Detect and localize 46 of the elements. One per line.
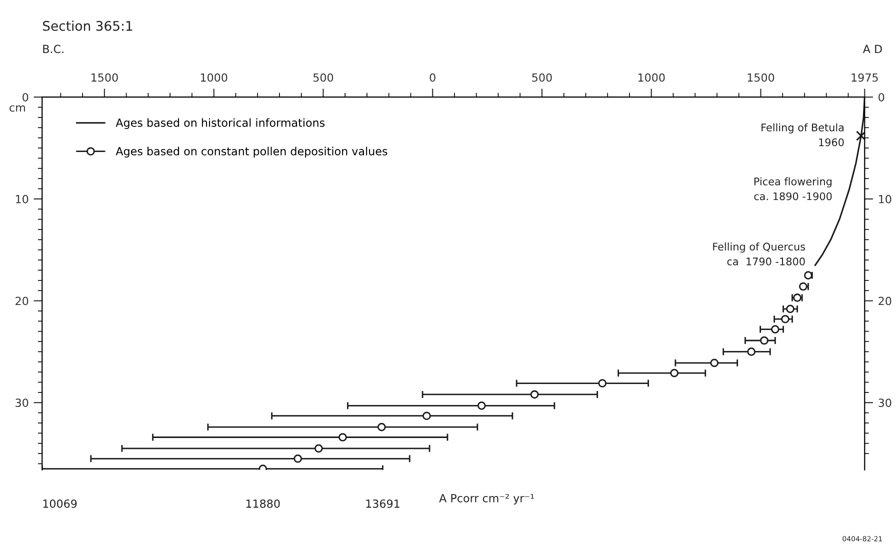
point xyxy=(747,348,756,356)
point xyxy=(338,433,347,442)
point xyxy=(710,358,719,368)
y-tick-label: 20 xyxy=(16,296,28,306)
point xyxy=(856,130,865,141)
chart-title: Section 365:1 xyxy=(42,20,132,31)
point xyxy=(760,336,768,345)
x-tick-label: 1500 xyxy=(92,73,118,82)
point xyxy=(377,422,386,432)
point xyxy=(786,304,794,314)
x-tick-label: 0 xyxy=(430,73,436,82)
y-axis-title: cm xyxy=(10,105,25,112)
y2-tick-label: 30 xyxy=(878,398,892,407)
text: A D xyxy=(862,44,882,54)
x-tick-label: 1975 xyxy=(852,73,878,82)
legend-label: Ages based on constant pollen deposition values xyxy=(116,146,388,158)
point xyxy=(670,368,678,378)
annotation: Felling of Betula 1960 xyxy=(762,123,844,146)
x-tick-label: 500 xyxy=(532,73,552,82)
annotation: 10069 xyxy=(43,499,77,508)
y2-tick-label: 0 xyxy=(878,93,884,102)
point xyxy=(294,454,302,463)
y2-tick-label: 10 xyxy=(879,194,892,204)
annotation: Felling of Quercus ca 1790 -1800 xyxy=(713,242,806,266)
point xyxy=(422,412,431,420)
x-tick-label: 1000 xyxy=(200,73,228,82)
annotation: 13691 xyxy=(366,499,400,508)
x-tick-label: 500 xyxy=(313,73,334,82)
x-tick-label: 1000 xyxy=(638,73,665,82)
annotation: Picea flowering ca. 1890 -1900 xyxy=(754,177,832,200)
y-tick-label: 10 xyxy=(16,194,28,204)
legend-label: Ages based on historical informations xyxy=(116,118,325,130)
point xyxy=(314,444,323,453)
y-tick-label: 0 xyxy=(22,93,28,102)
text: A Pcorr cm⁻² yr⁻¹ xyxy=(439,494,534,505)
point xyxy=(477,402,486,410)
x-tick-label: 1500 xyxy=(748,73,774,82)
point xyxy=(530,390,539,399)
point xyxy=(804,271,812,280)
y2-tick-label: 20 xyxy=(878,296,892,306)
point xyxy=(771,325,780,334)
y-tick-label: 30 xyxy=(16,398,28,407)
annotation: 11880 xyxy=(246,499,280,508)
point xyxy=(781,314,790,324)
point xyxy=(598,379,607,388)
text: B.C. xyxy=(43,44,64,54)
